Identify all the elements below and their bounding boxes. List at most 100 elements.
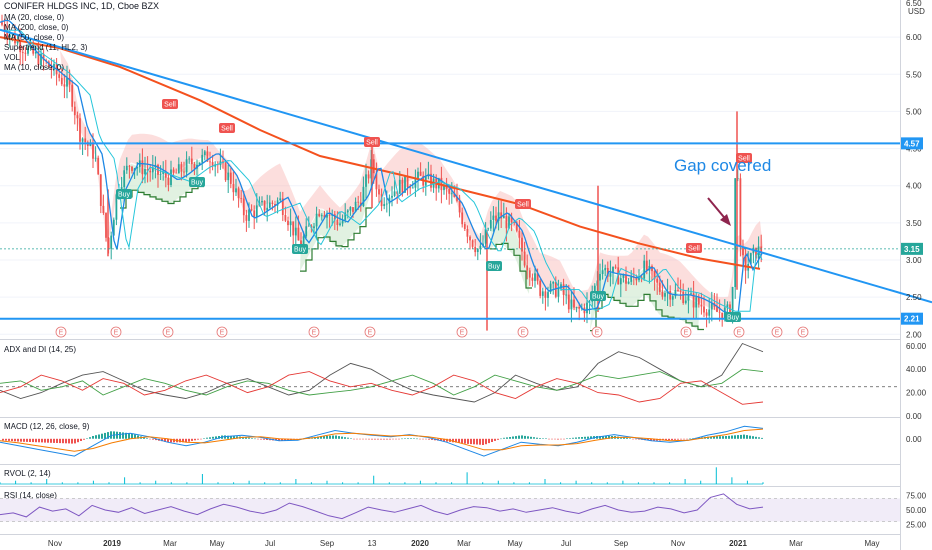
rvol-title: RVOL (2, 14) <box>4 469 51 478</box>
candle-body <box>146 169 149 171</box>
candle-body <box>700 304 703 307</box>
macd-histogram-bar <box>281 438 283 441</box>
macd-histogram-bar <box>743 434 745 439</box>
time-axis-label: Mar <box>789 539 803 548</box>
candle-body <box>606 268 609 277</box>
candle-body <box>235 188 237 193</box>
macd-histogram-bar <box>404 438 406 439</box>
macd-histogram-bar <box>329 435 331 439</box>
macd-histogram-bar <box>257 438 259 440</box>
macd-histogram-bar <box>635 438 637 440</box>
macd-histogram-bar <box>716 436 718 439</box>
time-axis[interactable]: Nov 2019 Mar May Jul Sep 13 2020 Mar May Jul Sep Nov… <box>48 539 880 548</box>
candle-body <box>601 270 604 274</box>
candle-body <box>645 260 648 271</box>
candle-body <box>453 193 456 197</box>
candle-body <box>1 22 3 25</box>
rsi-tick-label: 75.00 <box>906 492 927 501</box>
macd-histogram-bar <box>509 437 511 439</box>
candle-body <box>476 249 479 252</box>
macd-histogram-bar <box>422 438 424 440</box>
time-axis-label: Mar <box>457 539 471 548</box>
candle-body <box>380 194 383 207</box>
candle-body <box>144 169 146 175</box>
candle-body <box>185 159 188 173</box>
macd-histogram-bar <box>488 438 490 444</box>
macd-histogram-bar <box>689 438 691 440</box>
candle-body <box>71 84 74 107</box>
earnings-event-label: E <box>59 330 64 337</box>
price-panel[interactable]: Sell Sell Sell Sell Sell Sell Buy Buy Buy Buy Buy B… <box>0 0 932 339</box>
earnings-event-marker <box>456 326 468 338</box>
candle-body <box>755 247 757 259</box>
buy-signal-label: Buy <box>727 315 740 322</box>
candle-body <box>625 274 627 284</box>
candle-body <box>401 179 404 193</box>
macd-histogram-bar <box>86 438 88 439</box>
candle-body <box>547 292 549 298</box>
macd-histogram-bar <box>353 438 355 440</box>
price-tick-label: 4.00 <box>906 182 922 191</box>
macd-histogram-bar <box>734 435 736 439</box>
candle-body <box>411 187 414 189</box>
candle-body <box>552 282 555 284</box>
trendline[interactable] <box>0 28 932 304</box>
candle-body <box>697 297 700 305</box>
time-axis-label: Nov <box>671 539 685 548</box>
macd-histogram-bar <box>686 438 688 440</box>
candle-body <box>703 306 705 313</box>
candle-body <box>190 158 193 165</box>
macd-histogram-bar <box>38 438 40 443</box>
candle-body <box>167 177 170 185</box>
rvol-panel[interactable]: RVOL (2, 14) <box>0 467 764 485</box>
macd-histogram-bar <box>584 436 586 439</box>
candle-body <box>99 174 102 206</box>
time-axis-label: Mar <box>163 539 177 548</box>
macd-histogram-bar <box>479 438 481 445</box>
candle-body <box>271 202 274 204</box>
level-badge-label: 4.57 <box>904 139 920 148</box>
adx-tick-label: 0.00 <box>906 412 922 421</box>
rsi-panel[interactable]: RSI (14, close) 75.00 50.00 25.00 <box>0 491 927 529</box>
macd-histogram-bar <box>101 433 103 439</box>
macd-histogram-bar <box>68 438 70 444</box>
adx-series-line <box>0 342 764 403</box>
candle-body <box>375 173 378 190</box>
macd-histogram-bar <box>182 438 184 443</box>
macd-histogram-bar <box>197 438 199 440</box>
candle-body <box>24 52 27 54</box>
candle-body <box>471 240 474 247</box>
candle-body <box>50 66 53 70</box>
candle-body <box>653 271 656 279</box>
legend-supertrend: Supertrend (11, HL2, 3) <box>4 43 88 52</box>
macd-histogram-bar <box>191 438 193 441</box>
price-axis-ticks: 6.005.505.004.504.003.503.002.502.00 <box>906 33 922 339</box>
macd-histogram-bar <box>77 438 79 443</box>
macd-histogram-bar <box>494 438 496 441</box>
earnings-event-label: E <box>368 330 373 337</box>
macd-histogram-bar <box>626 437 628 439</box>
candle-body <box>736 178 739 180</box>
candle-body <box>19 40 22 53</box>
legend-vol: VOL <box>4 53 21 62</box>
candle-body <box>201 154 204 163</box>
macd-histogram-bar <box>419 438 421 440</box>
macd-histogram-bar <box>128 433 130 439</box>
adx-panel[interactable]: ADX and DI (14, 25) 60.00 40.00 20.00 0.00 <box>0 342 927 421</box>
time-axis-label: Nov <box>48 539 62 548</box>
macd-histogram-bar <box>320 436 322 439</box>
candle-body <box>565 294 568 296</box>
candle-body <box>305 226 308 237</box>
macd-histogram-bar <box>680 438 682 440</box>
macd-histogram-bar <box>464 438 466 444</box>
candle-body <box>619 278 622 285</box>
macd-histogram-bar <box>125 432 127 439</box>
macd-histogram-bar <box>206 437 208 439</box>
candle-body <box>105 213 107 238</box>
candle-body <box>385 203 388 205</box>
macd-panel[interactable]: MACD (12, 26, close, 9) 0.00 <box>0 422 922 457</box>
candle-body <box>489 220 492 229</box>
macd-histogram-bar <box>725 436 727 439</box>
earnings-event-label: E <box>166 330 171 337</box>
